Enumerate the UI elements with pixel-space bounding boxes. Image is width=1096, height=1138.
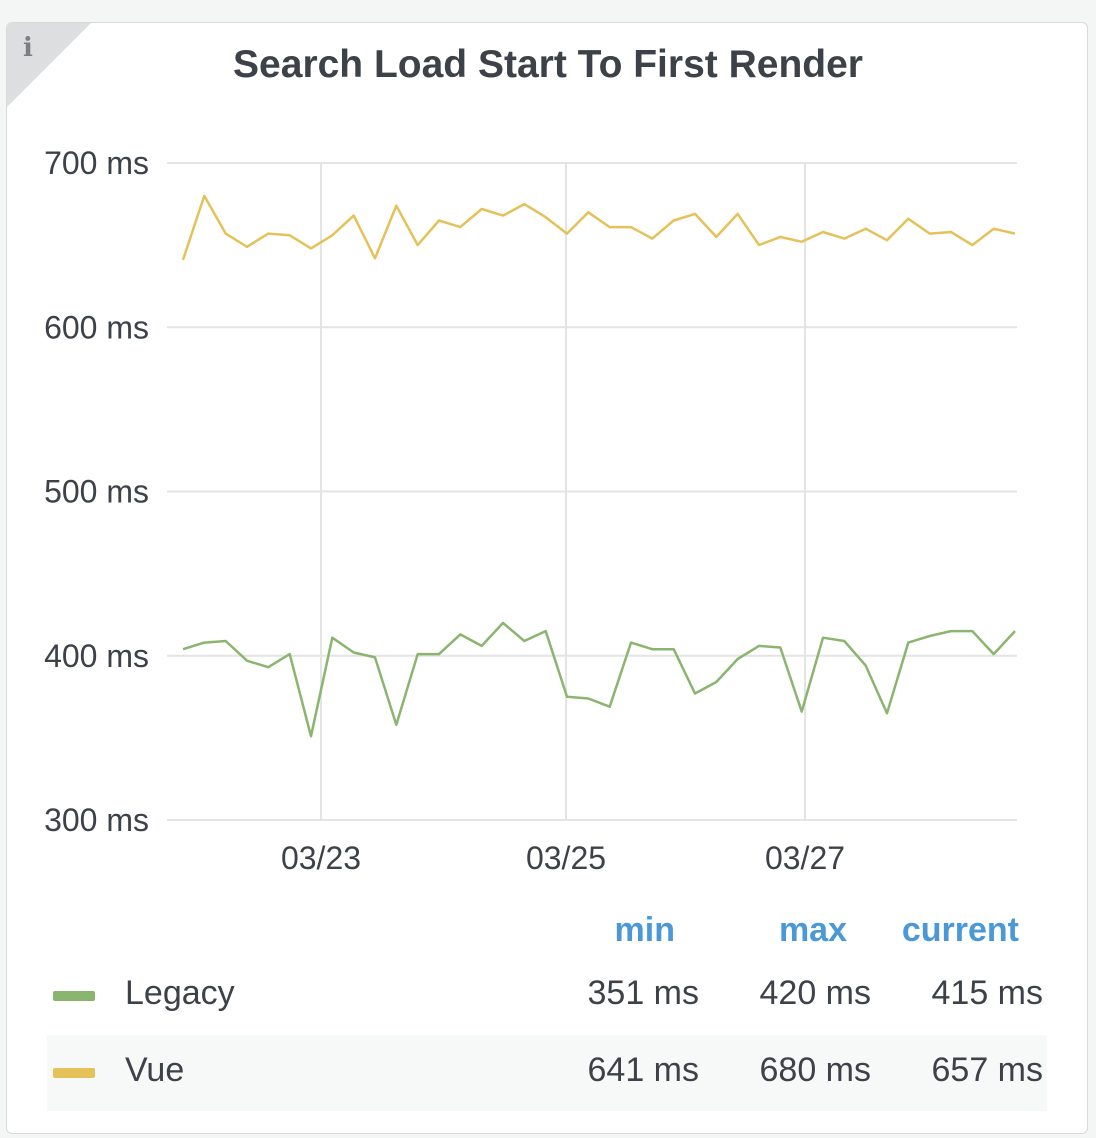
info-icon[interactable]: i <box>23 33 33 63</box>
panel-title[interactable]: Search Load Start To First Render <box>233 43 863 86</box>
y-tick-label: 400 ms <box>44 638 149 674</box>
x-tick-label: 03/25 <box>526 840 606 876</box>
legend-row-legacy[interactable]: Legacy 351 ms 420 ms 415 ms <box>47 958 1047 1034</box>
y-tick-label: 500 ms <box>44 474 149 510</box>
legend-value-max: 680 ms <box>759 1051 872 1089</box>
y-tick-label: 300 ms <box>44 802 149 838</box>
legend-header-min[interactable]: min <box>614 911 675 949</box>
legend-series-name[interactable]: Legacy <box>125 974 235 1012</box>
legend-header-max[interactable]: max <box>778 911 847 949</box>
line-chart: 300 ms 400 ms 500 ms 600 ms 700 ms 03/23 03/25… <box>44 145 1017 876</box>
x-tick-label: 03/27 <box>765 840 845 876</box>
legend-value-current: 657 ms <box>931 1051 1044 1089</box>
chart-panel: i Search Load Start To First Render 300 … <box>6 22 1088 1134</box>
legend-value-current: 415 ms <box>931 974 1044 1012</box>
y-tick-label: 700 ms <box>44 145 149 181</box>
legend-swatch-vue[interactable] <box>53 1068 95 1078</box>
legend-row-vue[interactable]: Vue 641 ms 680 ms 657 ms <box>47 1035 1047 1111</box>
legend-header-current[interactable]: current <box>901 911 1019 949</box>
series-line-vue[interactable] <box>181 194 1016 261</box>
legend-series-name[interactable]: Vue <box>125 1051 185 1089</box>
info-corner[interactable] <box>7 23 91 107</box>
y-tick-label: 600 ms <box>44 309 149 345</box>
legend-swatch-legacy[interactable] <box>53 991 95 1001</box>
legend-value-min: 351 ms <box>587 974 700 1012</box>
series-line-legacy[interactable] <box>182 621 1016 738</box>
legend-value-max: 420 ms <box>759 974 872 1012</box>
legend-value-min: 641 ms <box>587 1051 700 1089</box>
x-tick-label: 03/23 <box>281 840 361 876</box>
